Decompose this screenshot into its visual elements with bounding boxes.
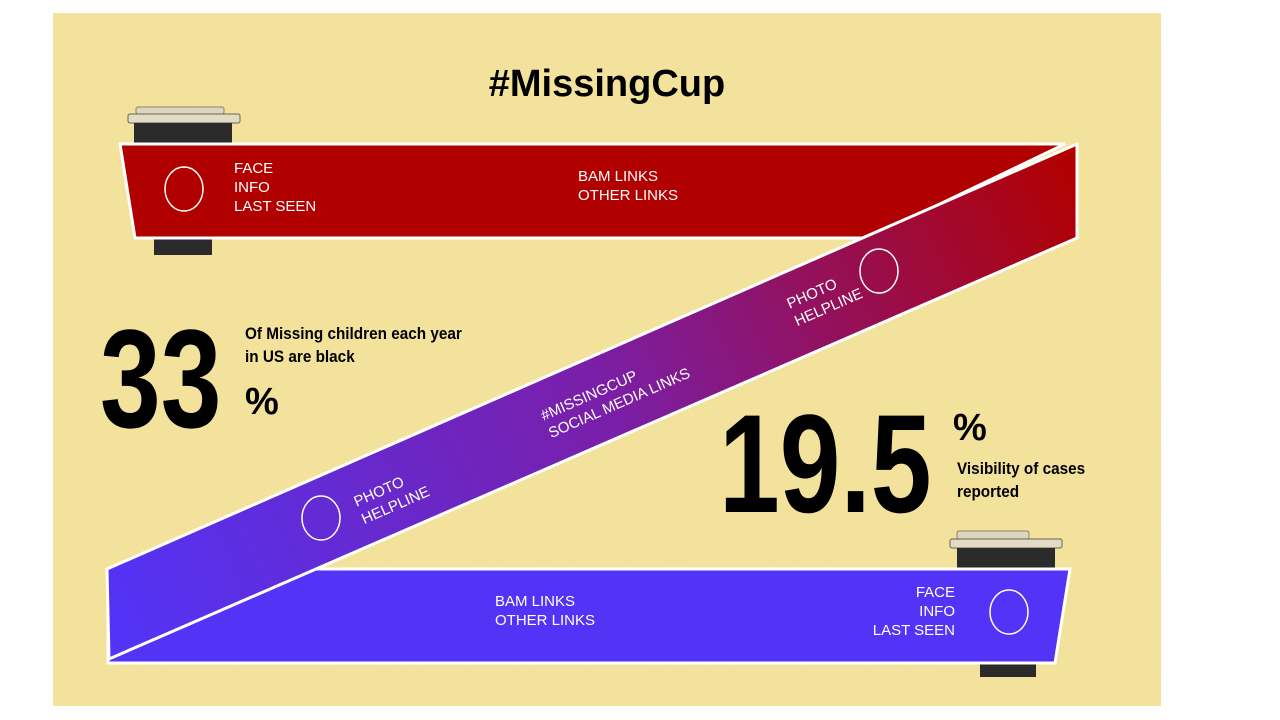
diagonal-band — [105, 141, 1079, 662]
top-face-label: FACE — [234, 160, 274, 177]
stat-left-value: 33 — [100, 300, 222, 457]
bottom-other-links-label: OTHER LINKS — [495, 612, 596, 629]
stat-right-unit: % — [953, 407, 987, 449]
stat-left-caption: Of Missing children each year in US are … — [245, 322, 462, 368]
artwork — [53, 13, 1161, 706]
bottom-band-identity-text: FACE INFO LAST SEEN — [855, 583, 955, 640]
bottom-band-links-text: BAM LINKS OTHER LINKS — [495, 592, 595, 630]
top-cup-icon — [127, 106, 241, 255]
stat-left-unit: % — [245, 381, 279, 423]
bottom-photo-circle — [989, 589, 1029, 635]
stat-left-caption-line1: Of Missing children each year — [245, 324, 462, 343]
stat-right-value: 19.5 — [719, 385, 932, 542]
stat-right-caption-line1: Visibility of cases — [957, 459, 1086, 478]
stat-right-caption: Visibility of cases reported — [957, 457, 1085, 503]
top-last-seen-label: LAST SEEN — [234, 198, 317, 215]
bottom-info-label: INFO — [919, 603, 955, 620]
top-band-identity-text: FACE INFO LAST SEEN — [234, 159, 316, 216]
page-title: #MissingCup — [488, 63, 726, 105]
top-band-links-text: BAM LINKS OTHER LINKS — [578, 167, 678, 205]
bottom-cup-icon — [949, 530, 1063, 677]
stat-left-caption-line2: in US are black — [245, 347, 355, 366]
bottom-face-label: FACE — [915, 584, 955, 601]
upper-photo-circle — [859, 248, 899, 294]
bottom-last-seen-label: LAST SEEN — [872, 622, 955, 639]
top-info-label: INFO — [234, 179, 270, 196]
top-other-links-label: OTHER LINKS — [578, 187, 679, 204]
stat-right-caption-line2: reported — [957, 482, 1020, 501]
top-bam-links-label: BAM LINKS — [578, 168, 659, 185]
top-photo-circle — [164, 166, 204, 212]
lower-photo-circle — [301, 495, 341, 541]
infographic-slide: #MissingCup FACE INFO LAST SEEN BAM LINK… — [53, 13, 1161, 706]
bottom-bam-links-label: BAM LINKS — [495, 593, 576, 610]
